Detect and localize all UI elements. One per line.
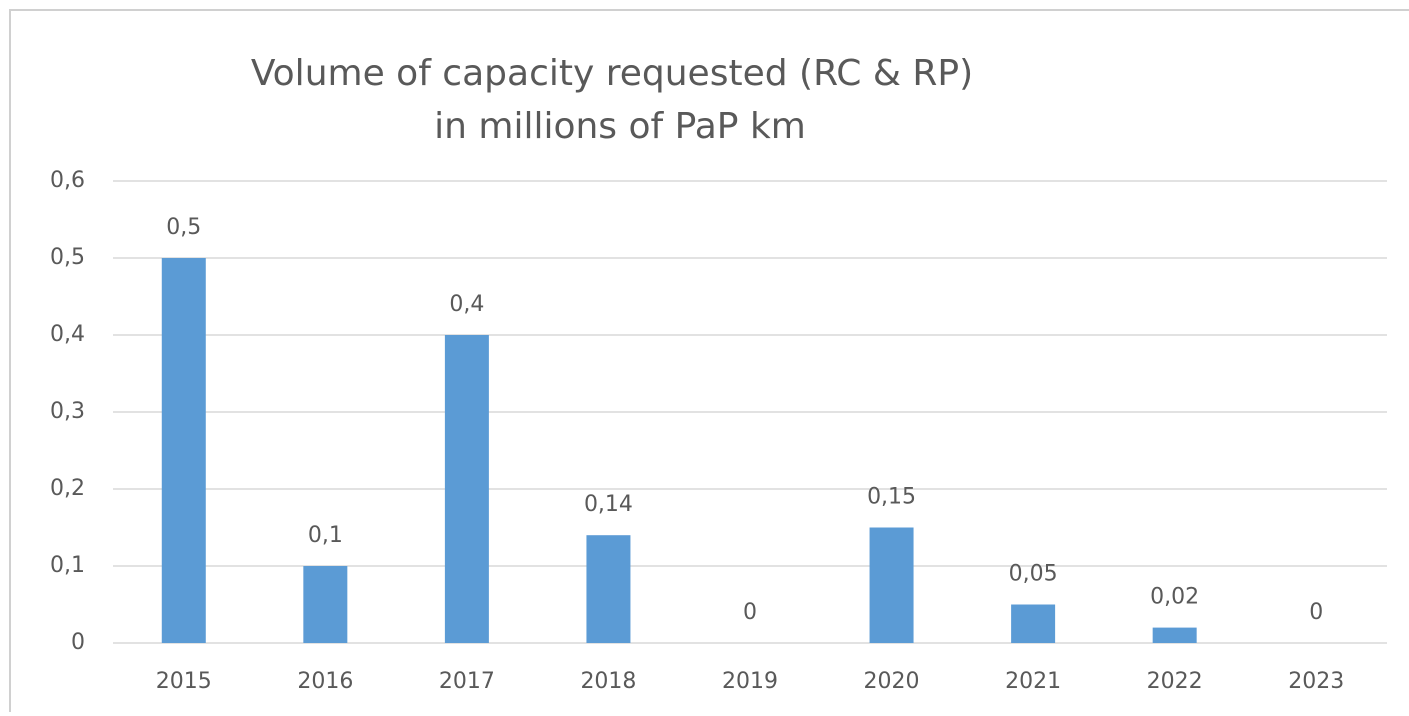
y-tick-label: 0,1 [50, 553, 85, 578]
x-tick-label: 2019 [722, 669, 778, 694]
x-tick-label: 2023 [1288, 669, 1344, 694]
chart-title: Volume of capacity requested (RC & RP) [251, 53, 973, 94]
y-tick-label: 0,6 [50, 168, 85, 193]
x-tick-label: 2022 [1147, 669, 1203, 694]
data-label: 0,4 [449, 292, 484, 317]
data-label: 0,05 [1009, 562, 1058, 587]
data-label: 0 [1309, 600, 1323, 625]
y-tick-label: 0,4 [50, 322, 85, 347]
bar [1011, 604, 1056, 643]
x-tick-label: 2020 [864, 669, 920, 694]
data-label: 0,02 [1150, 585, 1199, 610]
y-tick-label: 0,3 [50, 399, 85, 424]
data-label: 0,14 [584, 492, 633, 517]
data-label: 0,1 [308, 523, 343, 548]
bar [586, 535, 631, 643]
bar [444, 335, 489, 643]
x-tick-label: 2017 [439, 669, 495, 694]
data-label: 0 [743, 600, 757, 625]
x-tick-label: 2018 [580, 669, 636, 694]
chart-frame [9, 9, 1409, 716]
y-tick-label: 0,5 [50, 245, 85, 270]
bar [303, 566, 348, 643]
data-label: 0,15 [867, 485, 916, 510]
y-tick-label: 0 [71, 630, 85, 655]
x-tick-label: 2015 [156, 669, 212, 694]
bar [869, 527, 914, 643]
y-tick-label: 0,2 [50, 476, 85, 501]
bar [1152, 627, 1197, 643]
x-tick-label: 2016 [297, 669, 353, 694]
chart-subtitle: in millions of PaP km [434, 106, 806, 147]
bar [161, 258, 206, 643]
x-tick-label: 2021 [1005, 669, 1061, 694]
data-label: 0,5 [166, 215, 201, 240]
